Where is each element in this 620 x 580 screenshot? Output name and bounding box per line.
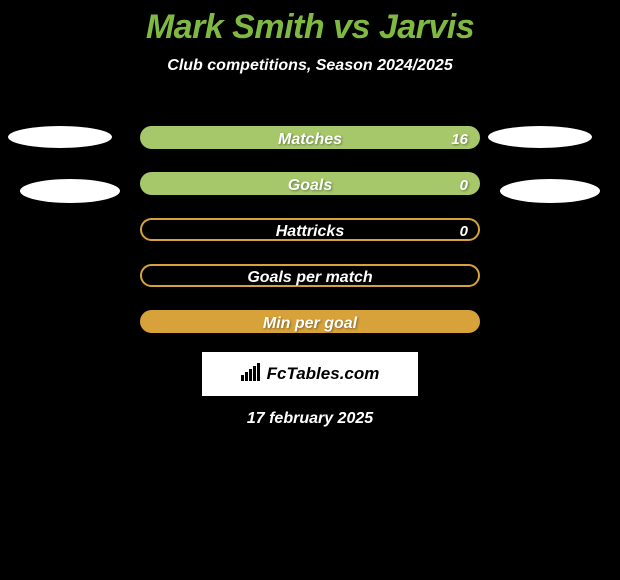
player-blob-right-1 <box>488 126 592 148</box>
comparison-title: Mark Smith vs Jarvis <box>0 0 620 47</box>
chart-bars-icon <box>241 363 263 386</box>
stat-row: Goals0 <box>140 172 480 195</box>
stat-value: 0 <box>460 174 468 197</box>
stat-label: Hattricks <box>142 220 478 243</box>
stat-row: Goals per match <box>140 264 480 287</box>
stat-value: 16 <box>451 128 468 151</box>
player-blob-left-1 <box>8 126 112 148</box>
player-blob-left-2 <box>20 179 120 203</box>
player-blob-right-2 <box>500 179 600 203</box>
stat-row: Min per goal <box>140 310 480 333</box>
stat-value: 0 <box>460 220 468 243</box>
brand-badge: FcTables.com <box>202 352 418 396</box>
stat-label: Matches <box>142 128 478 151</box>
date-label: 17 february 2025 <box>0 410 620 428</box>
brand-text: FcTables.com <box>267 364 380 384</box>
stats-rows: Matches16Goals0Hattricks0Goals per match… <box>140 126 480 356</box>
stat-label: Goals <box>142 174 478 197</box>
stat-label: Goals per match <box>142 266 478 289</box>
stat-row: Matches16 <box>140 126 480 149</box>
stat-row: Hattricks0 <box>140 218 480 241</box>
comparison-subtitle: Club competitions, Season 2024/2025 <box>0 57 620 75</box>
stat-label: Min per goal <box>142 312 478 335</box>
